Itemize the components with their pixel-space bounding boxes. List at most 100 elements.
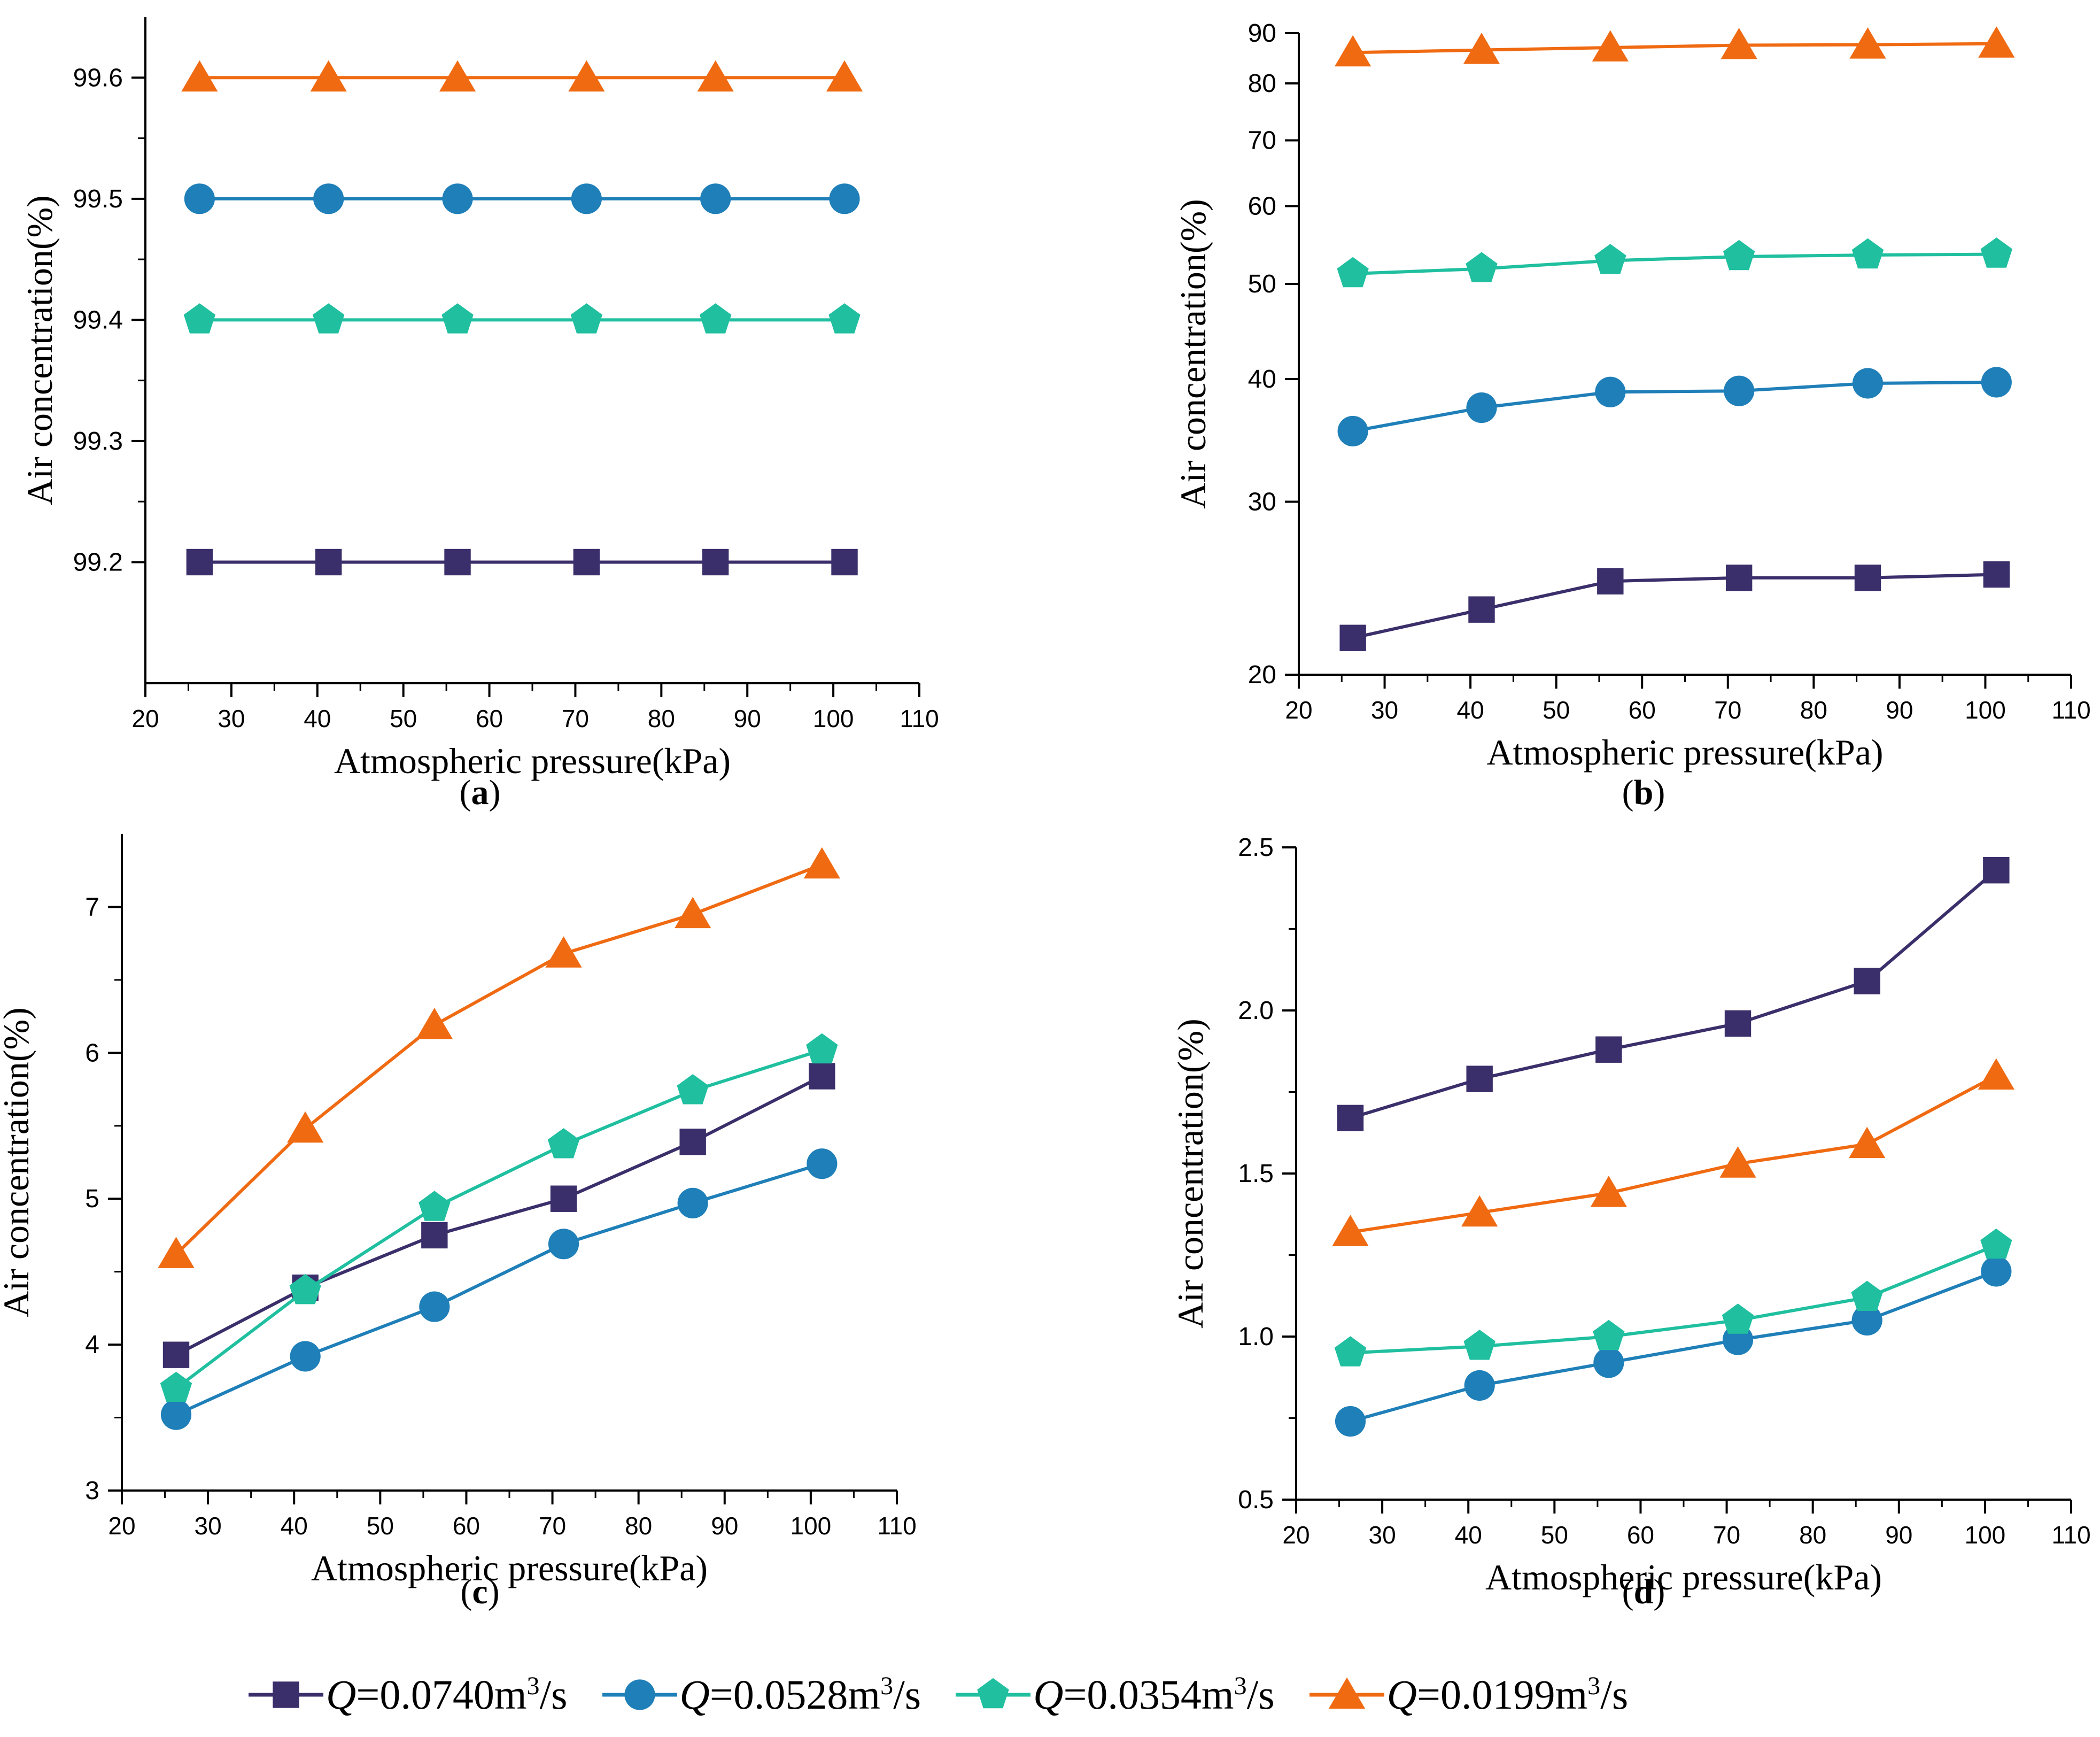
- panel-d: 20 30 40 50 60 70 80 90 100 110 0.5 1.0 1.5 2.0 2.5 Atm…: [1170, 833, 2091, 1597]
- x-tick-label-d: 50: [1541, 1521, 1568, 1549]
- x-tick-label-c: 30: [195, 1512, 222, 1540]
- series-line-d-Q0354: [1350, 1244, 1997, 1355]
- data-point-c-Q0199: [803, 847, 840, 879]
- data-point-b-Q0740: [1339, 624, 1366, 651]
- data-point-b-Q0354: [1466, 252, 1498, 282]
- data-point-a-Q0528: [829, 183, 860, 214]
- legend-label-q0528: Q=0.0528m3/s: [679, 1671, 921, 1718]
- data-point-c-Q0740: [421, 1222, 448, 1249]
- data-point-d-Q0199: [1719, 1146, 1756, 1178]
- series-line-d-Q0528: [1350, 1270, 1997, 1423]
- data-point-c-Q0528: [160, 1399, 192, 1430]
- data-point-d-Q0199: [1461, 1195, 1498, 1227]
- data-point-c-Q0528: [677, 1187, 708, 1219]
- data-point-d-Q0740: [1983, 857, 2010, 884]
- data-point-c-Q0740: [679, 1129, 706, 1155]
- y-tick-label-b: 50: [1248, 270, 1276, 298]
- y-axis-title-b: Air concentration(%): [1173, 199, 1213, 509]
- data-point-c-Q0199: [545, 936, 582, 968]
- legend-swatch-q0528: [602, 1679, 677, 1710]
- y-tick-label-d: 1.5: [1238, 1160, 1274, 1188]
- data-point-b-Q0354: [1851, 238, 1884, 269]
- y-tick-label-b: 30: [1248, 488, 1276, 516]
- x-tick-label-b: 110: [2051, 696, 2090, 724]
- legend-item-q0354: Q=0.0354m3/s: [953, 1671, 1275, 1719]
- data-point-b-Q0740: [1854, 565, 1881, 591]
- data-point-a-Q0740: [831, 549, 858, 576]
- legend: Q=0.0740m3/s Q=0.0528m3/s Q=0.0354m3/s Q…: [246, 1663, 1660, 1727]
- data-point-a-Q0740: [702, 549, 729, 576]
- y-tick-label-d: 2.5: [1238, 833, 1274, 862]
- panel-a: 20 30 40 50 60 70 80 90 100 110 99.2 99.3 99.4 99.5 99…: [19, 17, 939, 781]
- x-tick-label-b: 70: [1714, 696, 1741, 724]
- y-tick-label-a: 99.4: [73, 306, 123, 334]
- y-tick-label-c: 5: [85, 1185, 99, 1213]
- data-point-d-Q0199: [1978, 1058, 2014, 1090]
- data-point-a-Q0199: [439, 60, 476, 92]
- data-point-b-Q0199: [1463, 33, 1500, 64]
- data-point-d-Q0354: [1334, 1336, 1367, 1367]
- data-point-b-Q0199: [1978, 26, 2015, 58]
- x-tick-label-d: 70: [1713, 1521, 1740, 1549]
- legend-marker-Q0528: [624, 1679, 655, 1710]
- data-point-b-Q0199: [1335, 35, 1371, 67]
- data-point-b-Q0528: [1595, 376, 1626, 407]
- data-point-a-Q0528: [313, 183, 344, 214]
- legend-item-q0528: Q=0.0528m3/s: [600, 1671, 921, 1719]
- series-line-c-Q0740: [175, 1075, 823, 1356]
- x-tick-label-c: 60: [453, 1512, 480, 1540]
- data-point-b-Q0740: [1725, 565, 1753, 591]
- caption-c: (c): [460, 1572, 500, 1611]
- legend-label-q0199: Q=0.0199m3/s: [1386, 1671, 1629, 1718]
- data-point-d-Q0528: [1851, 1304, 1882, 1336]
- y-tick-label-c: 3: [85, 1477, 99, 1505]
- data-point-d-Q0199: [1332, 1215, 1369, 1246]
- y-tick-label-c: 7: [85, 893, 99, 921]
- data-point-a-Q0740: [444, 549, 471, 576]
- series-line-c-Q0354: [175, 1048, 823, 1390]
- y-tick-label-a: 99.6: [73, 64, 123, 92]
- caption-d: (d): [1622, 1572, 1665, 1611]
- data-point-a-Q0354: [700, 303, 732, 334]
- data-point-b-Q0740: [1597, 568, 1624, 595]
- data-point-b-Q0199: [1849, 27, 1886, 59]
- y-tick-label-c: 6: [85, 1039, 99, 1067]
- data-point-a-Q0528: [700, 183, 731, 214]
- x-axis-title-b: Atmospheric pressure(kPa): [1486, 732, 1883, 773]
- y-tick-label-a: 99.2: [73, 548, 123, 576]
- x-tick-label-b: 80: [1800, 696, 1827, 724]
- legend-marker-Q0199: [1328, 1677, 1365, 1709]
- data-point-c-Q0199: [158, 1237, 195, 1268]
- x-tick-label-c: 90: [711, 1512, 738, 1540]
- data-point-c-Q0528: [290, 1341, 321, 1372]
- y-tick-label-d: 2.0: [1238, 997, 1274, 1025]
- series-line-c-Q0528: [175, 1162, 823, 1416]
- x-tick-label-a: 80: [648, 705, 675, 732]
- x-tick-label-d: 110: [2051, 1521, 2090, 1549]
- data-point-c-Q0354: [419, 1191, 451, 1221]
- series-line-b-Q0354: [1353, 252, 1997, 275]
- data-point-c-Q0199: [416, 1007, 453, 1039]
- x-tick-label-b: 50: [1543, 696, 1570, 724]
- legend-swatch-q0740: [249, 1681, 323, 1708]
- legend-label-q0740: Q=0.0740m3/s: [326, 1671, 568, 1718]
- y-tick-label-b: 80: [1248, 70, 1276, 98]
- x-tick-label-b: 30: [1371, 696, 1398, 724]
- data-point-c-Q0354: [289, 1273, 321, 1304]
- series-line-d-Q0199: [1350, 1074, 1997, 1234]
- y-axis-title-d: Air concentration(%): [1170, 1018, 1211, 1329]
- x-tick-label-d: 60: [1627, 1521, 1654, 1549]
- legend-item-q0740: Q=0.0740m3/s: [246, 1671, 568, 1719]
- data-point-a-Q0354: [313, 303, 345, 334]
- x-tick-label-a: 50: [390, 705, 417, 732]
- data-point-a-Q0199: [310, 60, 347, 92]
- data-point-b-Q0354: [1337, 257, 1369, 288]
- data-point-d-Q0199: [1849, 1126, 1886, 1159]
- data-point-b-Q0528: [1981, 367, 2012, 398]
- data-point-b-Q0354: [1594, 244, 1626, 274]
- x-tick-label-a: 60: [476, 705, 503, 732]
- x-tick-label-a: 110: [900, 705, 939, 732]
- x-tick-label-d: 20: [1282, 1521, 1309, 1549]
- caption-a: (a): [459, 773, 501, 812]
